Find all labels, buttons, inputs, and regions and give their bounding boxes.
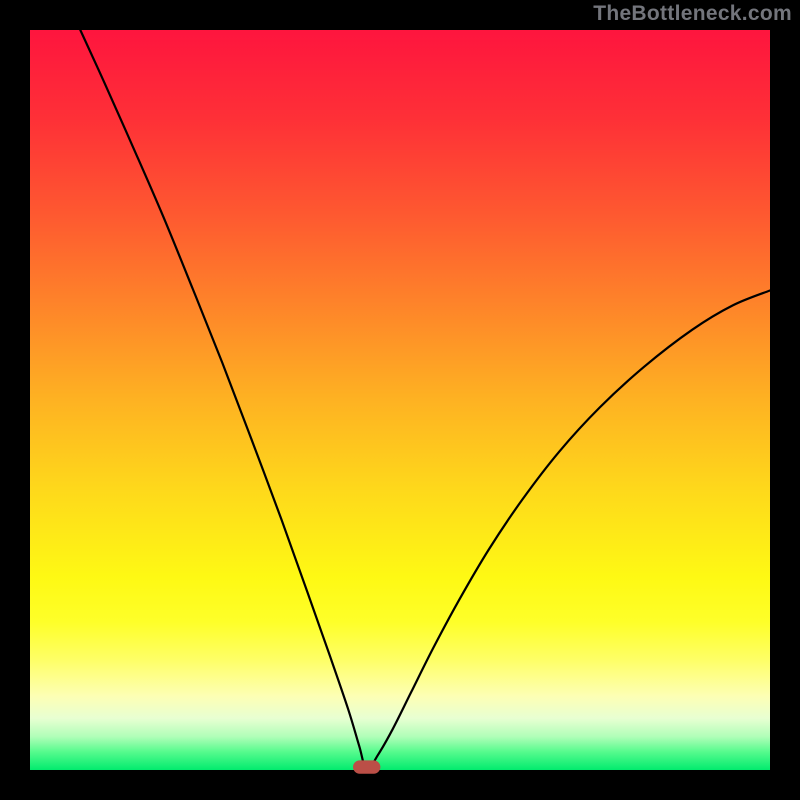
optimal-point-marker [353, 760, 380, 773]
chart-container: { "attribution": { "text": "TheBottlenec… [0, 0, 800, 800]
bottleneck-chart [0, 0, 800, 800]
plot-background [30, 30, 770, 770]
